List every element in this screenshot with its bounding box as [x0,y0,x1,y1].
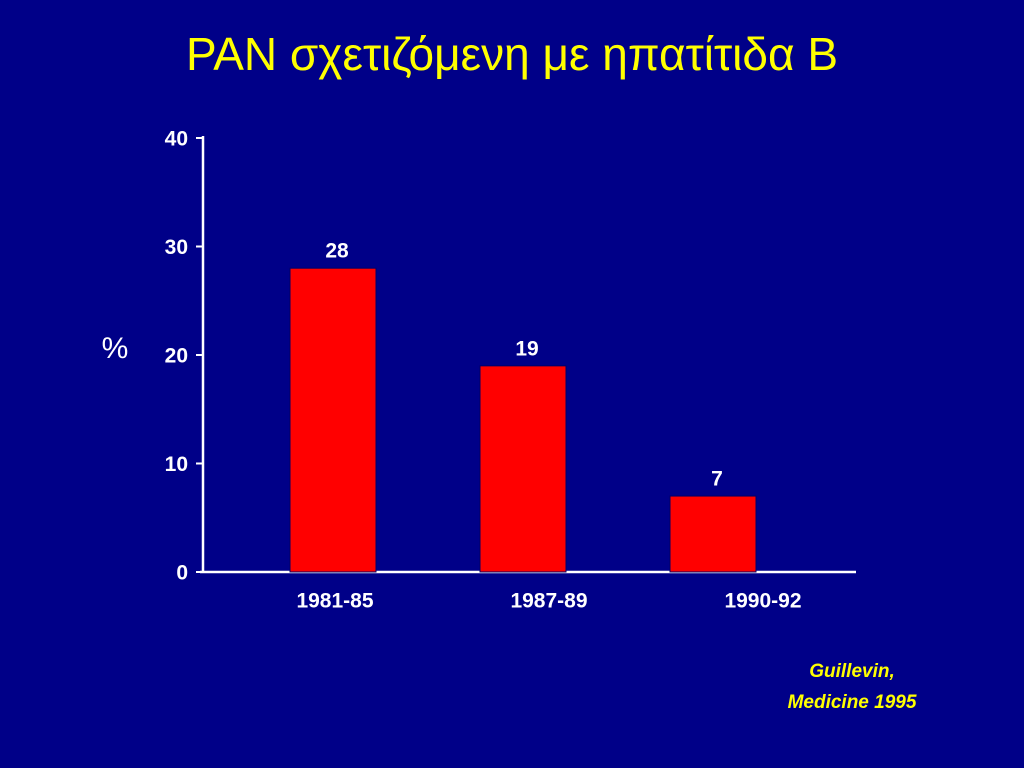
bar [669,495,757,573]
source-line: Guillevin, [809,661,895,682]
y-tick-label: 10 [165,453,188,476]
data-label: 7 [711,468,723,491]
x-tick-label: 1981-85 [296,590,373,613]
y-tick-label: 30 [165,236,188,259]
bar [479,365,567,573]
source-line: Medicine 1995 [788,692,917,713]
data-label: 28 [325,240,349,263]
y-tick-label: 20 [165,345,188,368]
y-tick-label: 40 [165,128,188,151]
x-tick-label: 1987-89 [510,590,587,613]
y-tick-label: 0 [176,562,188,585]
x-tick-label: 1990-92 [724,590,801,613]
bar [289,267,377,573]
y-axis-label: % [102,332,129,365]
chart-title: PAN σχετιζόμενη με ηπατίτιδα Β [186,28,838,80]
data-label: 19 [515,337,538,360]
